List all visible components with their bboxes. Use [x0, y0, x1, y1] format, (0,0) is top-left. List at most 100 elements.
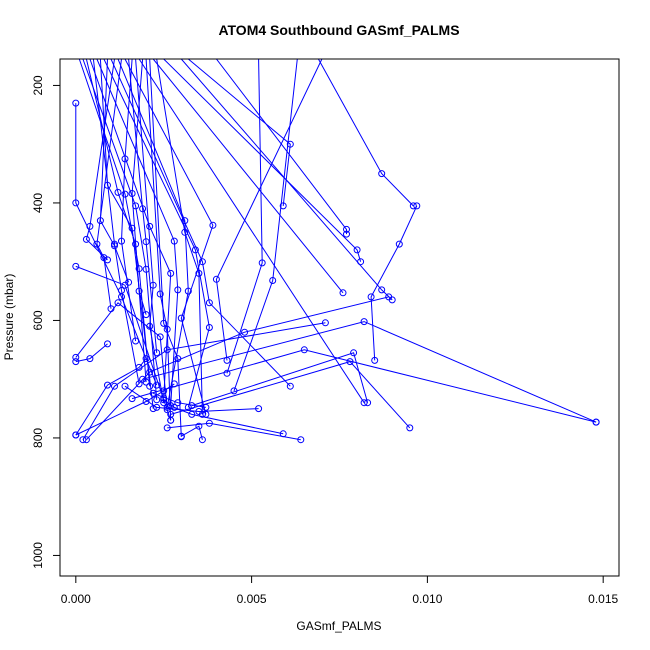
series-line-9 [152, 59, 344, 294]
data-point [230, 387, 238, 395]
data-point [300, 346, 308, 354]
data-point [135, 380, 143, 388]
data-point [104, 340, 111, 348]
data-point [258, 259, 266, 267]
series-line-27 [120, 59, 137, 342]
data-point [114, 299, 122, 307]
data-point [86, 355, 94, 363]
data-point [111, 382, 118, 390]
series-line-10 [215, 59, 323, 361]
data-point [104, 256, 111, 264]
data-point [205, 324, 213, 331]
series-line-49 [191, 352, 369, 407]
data-point [592, 418, 600, 426]
series-line-22 [99, 59, 154, 409]
series-line-30 [135, 59, 165, 403]
data-point [121, 382, 129, 390]
chart-title: ATOM4 Southbound GASmf_PALMS [218, 22, 459, 38]
data-point [279, 430, 287, 438]
data-point [191, 246, 199, 254]
series-line-42 [124, 385, 259, 413]
series-line-19 [82, 59, 158, 400]
data-point [111, 242, 118, 250]
data-point [121, 190, 129, 198]
series-line-29 [128, 59, 158, 353]
data-point [350, 349, 358, 357]
series-line-8 [187, 59, 291, 206]
data-point [177, 314, 185, 322]
data-point [142, 355, 150, 363]
data-point [93, 240, 101, 248]
series-line-24 [99, 59, 130, 283]
data-point [360, 318, 368, 326]
data-point [269, 277, 277, 284]
data-point [132, 202, 140, 210]
data-point [82, 436, 90, 444]
data-point [212, 275, 220, 283]
y-tick-label: 800 [31, 428, 45, 448]
data-point [86, 222, 94, 230]
data-point [156, 333, 164, 341]
data-point [205, 299, 213, 307]
data-point [142, 238, 150, 246]
data-point [406, 424, 414, 432]
y-axis: 200 400 600 800 1000 [31, 75, 61, 569]
series-line-31 [145, 59, 172, 421]
data-point [82, 235, 90, 243]
data-point [149, 405, 157, 413]
data-point [153, 403, 161, 411]
data-point [72, 199, 80, 207]
data-point [79, 436, 87, 444]
data-point [128, 395, 136, 403]
x-tick-label: 0.005 [237, 592, 267, 606]
data-point [163, 406, 171, 414]
data-point [395, 240, 403, 248]
data-point [202, 403, 210, 411]
data-point [181, 217, 189, 225]
data-point [104, 181, 111, 189]
data-point [146, 368, 154, 376]
data-point [135, 363, 143, 371]
data-point [135, 265, 143, 273]
y-tick-label: 200 [31, 75, 45, 95]
data-point [378, 286, 386, 294]
data-point [170, 403, 178, 411]
data-point [104, 381, 111, 389]
series-line-7 [138, 59, 365, 403]
data-point [96, 217, 104, 225]
y-tick-label: 1000 [31, 542, 45, 569]
data-point [385, 293, 393, 301]
series-line-25 [85, 59, 115, 261]
data-point [72, 353, 80, 361]
series-line-12 [233, 59, 298, 392]
data-point [132, 240, 140, 248]
data-point [297, 436, 305, 444]
series-line-35 [75, 265, 172, 421]
data-point [142, 311, 150, 319]
data-point [170, 380, 178, 388]
data-point [188, 410, 196, 418]
data-point [241, 328, 249, 336]
data-point [346, 358, 354, 366]
y-tick-label: 600 [31, 310, 45, 330]
y-tick-label: 400 [31, 193, 45, 213]
data-point [156, 290, 164, 298]
series-line-47 [131, 349, 597, 423]
series-line-15 [103, 59, 210, 408]
data-point [357, 258, 365, 266]
data-point [160, 319, 168, 327]
x-tick-label: 0.010 [412, 592, 442, 606]
data-point [163, 346, 171, 354]
series-line-11 [226, 59, 263, 374]
series-layer [75, 59, 597, 441]
data-point [371, 356, 379, 364]
data-point [286, 140, 294, 148]
data-point [343, 225, 350, 233]
data-point [198, 436, 206, 444]
series-line-48 [142, 321, 597, 423]
data-point [160, 396, 168, 404]
data-point [149, 281, 157, 289]
data-point [184, 403, 192, 411]
data-point [128, 190, 136, 197]
